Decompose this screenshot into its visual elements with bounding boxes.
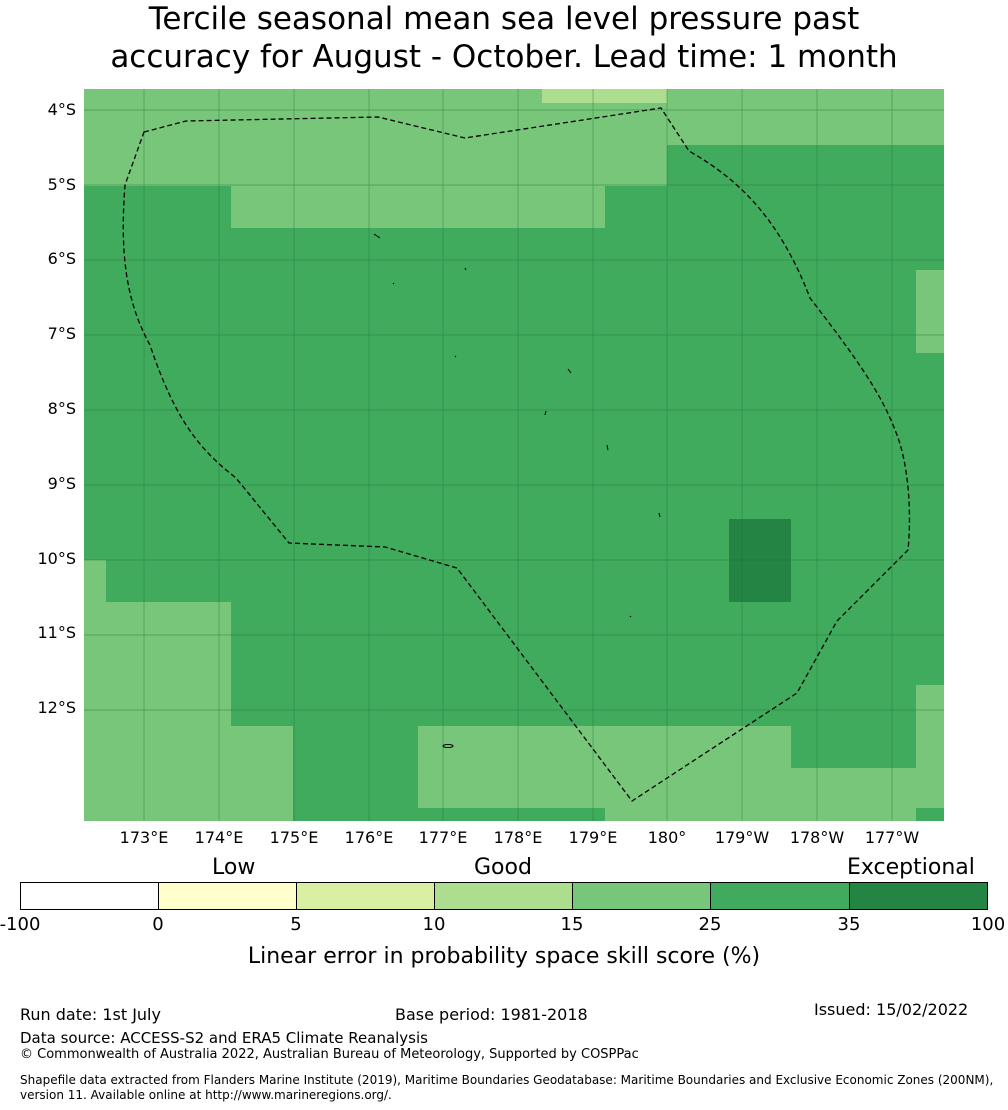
colorbar-heading-good: Good (474, 855, 532, 880)
patch-north-band (84, 89, 667, 186)
lon-label: 179°E (568, 828, 618, 847)
data-source: Data source: ACCESS-S2 and ERA5 Climate … (20, 1029, 428, 1047)
copyright: © Commonwealth of Australia 2022, Austra… (20, 1047, 639, 1062)
chart-title-line-1: Tercile seasonal mean sea level pressure… (148, 1, 860, 37)
islands (373, 233, 661, 748)
colorbar-segment (710, 882, 850, 910)
island (373, 233, 381, 239)
colorbar-heading-low: Low (212, 855, 256, 880)
patch-35-100 (729, 519, 791, 602)
lon-label: 178°W (789, 828, 845, 847)
colorbar-segment (20, 882, 159, 910)
lat-label: 7°S (47, 324, 76, 343)
island (464, 267, 467, 271)
lon-label: 178°E (493, 828, 543, 847)
lon-label: 174°E (194, 828, 244, 847)
island (606, 444, 609, 451)
patch-west-coast (84, 560, 106, 602)
shapefile-credit-line-1: Shapefile data extracted from Flanders M… (20, 1073, 994, 1087)
eez-boundary (122, 107, 911, 802)
lat-label: 8°S (47, 399, 76, 418)
colorbar-tick: 100 (970, 914, 1006, 935)
colorbar-segment (572, 882, 711, 910)
lat-label: 12°S (37, 698, 76, 717)
island (658, 512, 661, 518)
island (454, 355, 457, 358)
lon-label: 175°E (269, 828, 319, 847)
patch-10-15 (542, 89, 667, 103)
colorbar-segment (158, 882, 297, 910)
colorbar-tick: 10 (422, 914, 446, 935)
patch-south-central (418, 726, 791, 808)
island (442, 744, 454, 748)
patch-north-central-strip (231, 186, 605, 228)
colorbar-heading-exceptional: Exceptional (847, 855, 975, 880)
patch-south-central-b (605, 808, 916, 821)
colorbar-segment (849, 882, 988, 910)
lat-label: 5°S (47, 175, 76, 194)
colorbar-tick: -100 (0, 914, 41, 935)
island (567, 368, 572, 374)
shapefile-credit-line-2: version 11. Available online at http://w… (20, 1088, 392, 1102)
patch-south-east (791, 768, 916, 808)
gridlines (84, 89, 944, 821)
lat-label: 4°S (47, 100, 76, 119)
colorbar-segment (434, 882, 573, 910)
colorbar-tick: 15 (560, 914, 584, 935)
colorbar-tick: 25 (698, 914, 722, 935)
chart-title-line-2: accuracy for August - October. Lead time… (110, 39, 898, 75)
lon-label: 179°W (714, 828, 770, 847)
island (392, 282, 395, 285)
lat-label: 9°S (47, 474, 76, 493)
colorbar-tick: 35 (837, 914, 861, 935)
patches-15-25 (84, 89, 944, 821)
lat-label: 11°S (37, 623, 76, 642)
colorbar-label: Linear error in probability space skill … (247, 944, 761, 969)
skill-map (84, 89, 944, 821)
patch-north-east-band (667, 89, 944, 145)
base-period: Base period: 1981-2018 (395, 1005, 588, 1024)
lon-label: 177°E (418, 828, 468, 847)
patch-south-west-b (231, 726, 293, 821)
lon-label: 177°W (864, 828, 920, 847)
patch-east-edge-lower (916, 685, 944, 808)
patch-south-west (84, 602, 231, 821)
lon-label: 173°E (119, 828, 169, 847)
lon-label: 180° (647, 828, 687, 847)
island (544, 410, 547, 416)
lat-label: 10°S (37, 549, 76, 568)
run-date: Run date: 1st July (20, 1005, 161, 1024)
patch-east-edge-upper (916, 270, 944, 353)
colorbar-segment (296, 882, 435, 910)
island (629, 615, 632, 618)
colorbar-tick: 5 (290, 914, 302, 935)
lon-label: 176°E (344, 828, 394, 847)
lat-label: 6°S (47, 249, 76, 268)
issued-date: Issued: 15/02/2022 (814, 1000, 969, 1019)
colorbar-tick: 0 (152, 914, 164, 935)
